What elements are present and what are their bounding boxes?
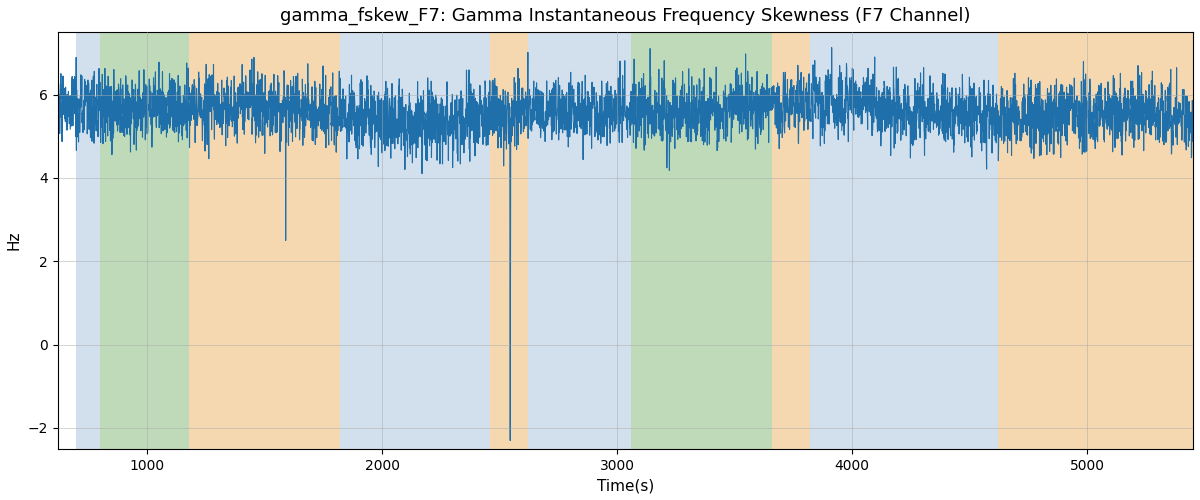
Y-axis label: Hz: Hz	[7, 230, 22, 250]
Bar	[490, 32, 528, 449]
Bar	[100, 32, 190, 449]
X-axis label: Time(s): Time(s)	[596, 478, 654, 493]
Bar	[190, 32, 340, 449]
Bar	[77, 32, 100, 449]
Title: gamma_fskew_F7: Gamma Instantaneous Frequency Skewness (F7 Channel): gamma_fskew_F7: Gamma Instantaneous Freq…	[280, 7, 971, 25]
Bar	[998, 32, 1193, 449]
Bar	[631, 32, 773, 449]
Bar	[810, 32, 998, 449]
Bar	[528, 32, 631, 449]
Bar	[773, 32, 810, 449]
Bar	[340, 32, 490, 449]
